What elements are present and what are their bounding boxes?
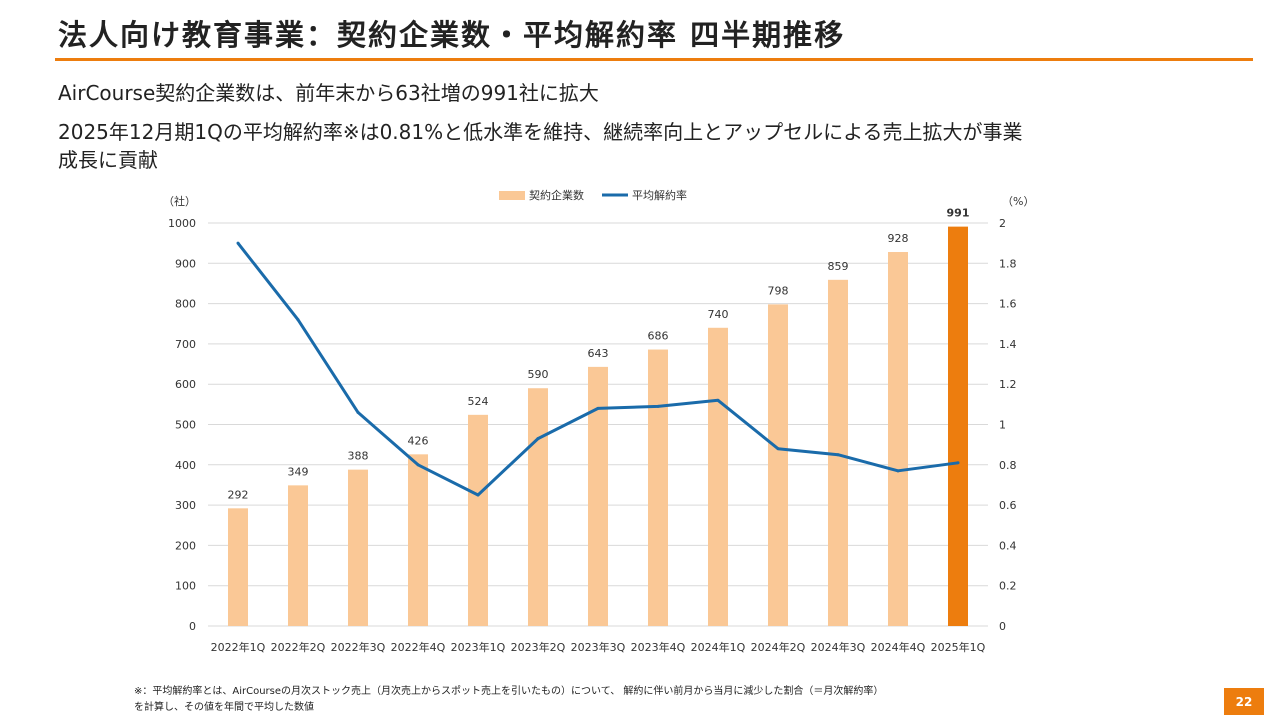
x-tick-label: 2024年2Q: [751, 640, 806, 654]
bar: [468, 414, 488, 626]
x-tick-label: 2024年3Q: [811, 640, 866, 654]
summary-line-1: AirCourse契約企業数は、前年末から63社増の991社に拡大: [58, 81, 599, 105]
churn-rate-point: [296, 318, 300, 322]
bar-data-label: 292: [228, 488, 249, 501]
bar-data-label: 928: [888, 232, 909, 245]
x-tick-label: 2022年3Q: [331, 640, 386, 654]
x-tick-label: 2024年4Q: [871, 640, 926, 654]
x-tick-label: 2023年4Q: [631, 640, 686, 654]
left-tick-label: 700: [175, 338, 196, 351]
bar: [888, 252, 908, 627]
left-tick-label: 100: [175, 580, 196, 593]
churn-rate-point: [356, 410, 360, 414]
right-tick-label: 1.4: [999, 338, 1017, 351]
churn-rate-point: [236, 241, 240, 245]
left-tick-label: 300: [175, 499, 196, 512]
bar: [408, 454, 428, 626]
left-tick-label: 500: [175, 419, 196, 432]
right-tick-label: 0.4: [999, 539, 1017, 552]
bar-data-label: 349: [288, 465, 309, 478]
x-tick-label: 2023年2Q: [511, 640, 566, 654]
bar-data-label: 388: [348, 450, 369, 463]
summary-line-2: 2025年12月期1Qの平均解約率※は0.81%と低水準を維持、継続率向上とアッ…: [58, 120, 1023, 144]
churn-rate-point: [716, 398, 720, 402]
page-number: 22: [1224, 688, 1264, 715]
x-tick-label: 2023年1Q: [451, 640, 506, 654]
bar-data-label: 798: [768, 284, 789, 297]
churn-rate-point: [656, 404, 660, 408]
bar: [948, 226, 968, 626]
bar: [588, 366, 608, 626]
right-tick-label: 0.8: [999, 459, 1017, 472]
left-tick-label: 400: [175, 459, 196, 472]
churn-rate-point: [416, 463, 420, 467]
churn-rate-point: [776, 447, 780, 451]
left-tick-label: 0: [189, 620, 196, 633]
left-axis-unit: （社）: [163, 194, 196, 208]
bar: [528, 388, 548, 626]
right-tick-label: 2: [999, 217, 1006, 230]
right-axis-unit: （%）: [1002, 195, 1034, 208]
bar: [228, 508, 248, 626]
footnote-line-2: を計算し、その値を年間で平均した数値: [134, 702, 314, 713]
bar-data-label: 524: [468, 395, 489, 408]
left-tick-label: 900: [175, 257, 196, 270]
churn-rate-point: [596, 406, 600, 410]
legend-label-bar: 契約企業数: [529, 188, 584, 202]
right-tick-label: 0.6: [999, 499, 1017, 512]
bar-data-label: 643: [588, 347, 609, 360]
left-tick-label: 600: [175, 378, 196, 391]
x-tick-label: 2024年1Q: [691, 640, 746, 654]
bar: [768, 304, 788, 626]
footnote-line-1: ※：平均解約率とは、AirCourseの月次ストック売上（月次売上からスポット売…: [134, 686, 884, 697]
summary-line-3: 成長に貢献: [58, 148, 158, 172]
right-tick-label: 0: [999, 620, 1006, 633]
bar-data-label: 740: [708, 308, 729, 321]
right-tick-label: 1: [999, 419, 1006, 432]
bar-data-label: 590: [528, 368, 549, 381]
x-tick-label: 2022年4Q: [391, 640, 446, 654]
bar: [708, 327, 728, 626]
right-tick-label: 0.2: [999, 580, 1017, 593]
left-tick-label: 1000: [168, 217, 196, 230]
bar: [288, 485, 308, 626]
x-tick-label: 2022年1Q: [211, 640, 266, 654]
right-tick-label: 1.6: [999, 298, 1017, 311]
bar-data-label: 859: [828, 260, 849, 273]
churn-rate-point: [836, 453, 840, 457]
bar-data-label: 991: [947, 207, 970, 220]
left-tick-label: 800: [175, 298, 196, 311]
x-tick-label: 2022年2Q: [271, 640, 326, 654]
bar-data-label: 686: [648, 330, 669, 343]
left-tick-label: 200: [175, 539, 196, 552]
right-tick-label: 1.2: [999, 378, 1017, 391]
x-tick-label: 2025年1Q: [931, 640, 986, 654]
legend-swatch-bar: [499, 191, 525, 200]
legend-label-line: 平均解約率: [632, 188, 687, 202]
churn-rate-point: [956, 461, 960, 465]
bar-data-label: 426: [408, 434, 429, 447]
x-tick-label: 2023年3Q: [571, 640, 626, 654]
bar: [348, 469, 368, 626]
right-tick-label: 1.8: [999, 257, 1017, 270]
page-title: 法人向け教育事業：契約企業数・平均解約率 四半期推移: [58, 18, 846, 52]
title-rule: [55, 58, 1253, 61]
bar: [828, 279, 848, 626]
churn-rate-point: [896, 469, 900, 473]
combo-chart: 0 100 200 300 400 500 600 700 800 900 1000 0 0.2 0.4 0…: [163, 188, 1034, 654]
churn-rate-point: [536, 437, 540, 441]
bar: [648, 349, 668, 626]
churn-rate-point: [476, 493, 480, 497]
